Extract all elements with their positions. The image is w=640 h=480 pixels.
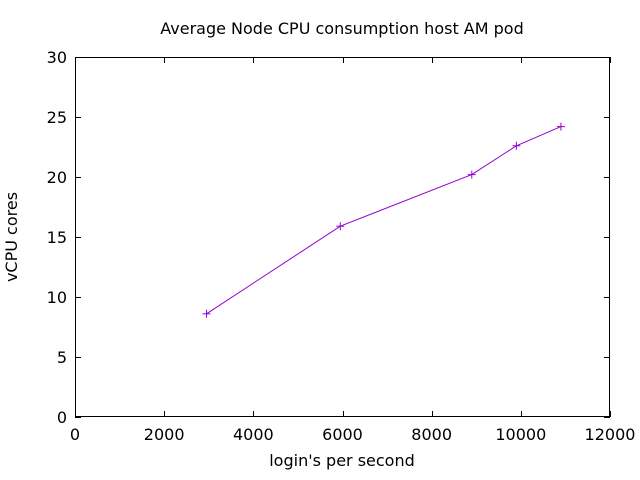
x-tick-label: 10000	[495, 425, 546, 444]
y-tick-label: 10	[47, 288, 67, 307]
x-tick-label: 6000	[322, 425, 363, 444]
y-tick-label: 15	[47, 228, 67, 247]
y-tick-label: 30	[47, 48, 67, 67]
y-tick-label: 20	[47, 168, 67, 187]
x-tick-label: 12000	[585, 425, 636, 444]
y-axis-label: vCPU cores	[2, 192, 21, 282]
y-tick-label: 5	[57, 348, 67, 367]
y-tick-label: 0	[57, 408, 67, 427]
y-tick-label: 25	[47, 108, 67, 127]
plot-area: 0 2000 4000 6000 8000 10000 12000 0 5 10 15 20 25 30	[47, 48, 636, 444]
chart-title: Average Node CPU consumption host AM pod	[160, 19, 524, 38]
x-tick-label: 0	[70, 425, 80, 444]
data-line	[206, 126, 562, 315]
x-tick-label: 4000	[233, 425, 274, 444]
x-axis-label: login's per second	[269, 451, 415, 470]
x-tick-label: 2000	[144, 425, 185, 444]
plot-border	[75, 57, 610, 417]
x-tick-label: 8000	[411, 425, 452, 444]
